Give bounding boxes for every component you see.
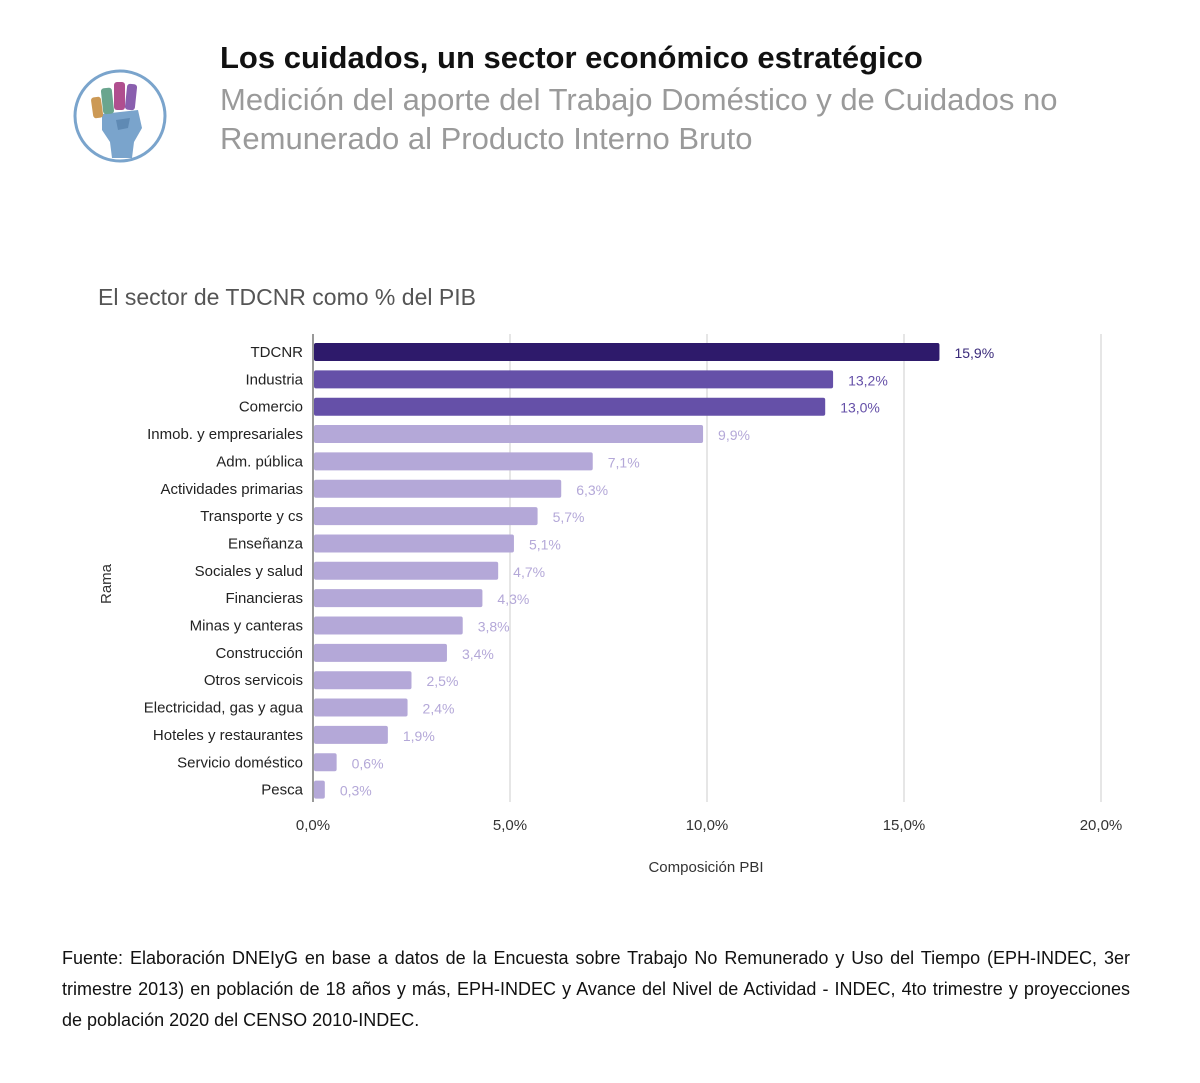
category-label: Hoteles y restaurantes [153, 727, 303, 744]
data-label: 1,9% [403, 728, 435, 744]
bar-chart: TDCNR Industria Comercio Inmob. y empresari… [98, 334, 1122, 876]
category-label: Industria [245, 371, 303, 388]
category-label: Sociales y salud [195, 563, 303, 580]
bar [314, 616, 463, 635]
x-tick-label: 15,0% [883, 817, 926, 834]
bar [314, 452, 593, 471]
category-label: Electricidad, gas y agua [144, 700, 304, 717]
data-label: 2,4% [423, 701, 455, 717]
bar [314, 589, 483, 608]
bar [314, 561, 499, 580]
y-axis-label: Rama [98, 563, 115, 604]
data-label: 15,9% [954, 345, 994, 361]
bar [314, 671, 412, 690]
data-label: 4,7% [513, 564, 545, 580]
data-label: 5,7% [553, 509, 585, 525]
chart-value-labels: 15,9% 13,2% 13,0% 9,9% 7,1%6,3% 5,7% 5,1% 4,7% 4… [340, 345, 994, 799]
bar [314, 780, 325, 799]
category-label: Pesca [261, 782, 303, 799]
x-axis-label: Composición PBI [648, 859, 763, 876]
bar [314, 479, 562, 498]
source-note: Fuente: Elaboración DNEIyG en base a dat… [62, 948, 1130, 1030]
category-label: Servicio doméstico [177, 754, 303, 771]
category-label: Actividades primarias [160, 481, 303, 498]
chart-title: El sector de TDCNR como % del PIB [98, 284, 476, 310]
bar [314, 753, 337, 772]
page-subtitle: Medición del aporte del Trabajo Doméstic… [220, 82, 1058, 156]
chart-bars [314, 343, 940, 799]
bar [314, 643, 447, 662]
data-label: 6,3% [576, 482, 608, 498]
data-label: 13,2% [848, 372, 888, 388]
data-label: 3,8% [478, 619, 510, 635]
data-label: 5,1% [529, 536, 561, 552]
data-label: 9,9% [718, 427, 750, 443]
category-label: Transporte y cs [200, 508, 303, 525]
category-label: Otros servicois [204, 672, 303, 689]
chart-category-labels: TDCNR Industria Comercio Inmob. y empresari… [144, 344, 304, 799]
bar [314, 507, 538, 526]
category-label: Enseñanza [228, 535, 304, 552]
x-tick-label: 10,0% [686, 817, 729, 834]
data-label: 7,1% [608, 454, 640, 470]
category-label: Inmob. y empresariales [147, 426, 303, 443]
category-label: TDCNR [251, 344, 304, 361]
category-label: Financieras [225, 590, 303, 607]
category-label: Construcción [215, 645, 303, 662]
bar [314, 534, 514, 553]
bar [314, 698, 408, 717]
x-tick-label: 5,0% [493, 817, 527, 834]
bar [314, 425, 704, 444]
category-label: Adm. pública [216, 453, 303, 470]
chart-x-tick-labels: 0,0% 5,0% 10,0% 15,0% 20,0% [296, 817, 1122, 834]
data-label: 0,3% [340, 783, 372, 799]
page-title: Los cuidados, un sector económico estrat… [220, 40, 923, 75]
data-label: 0,6% [352, 755, 384, 771]
data-label: 13,0% [840, 400, 880, 416]
category-label: Comercio [239, 399, 303, 416]
data-label: 3,4% [462, 646, 494, 662]
bar [314, 397, 826, 416]
data-label: 2,5% [427, 673, 459, 689]
bar [314, 370, 834, 389]
data-label: 4,3% [497, 591, 529, 607]
x-tick-label: 0,0% [296, 817, 330, 834]
raised-fist-icon [73, 69, 167, 163]
bar [314, 343, 940, 361]
bar [314, 725, 388, 744]
category-label: Minas y canteras [190, 618, 303, 635]
x-tick-label: 20,0% [1080, 817, 1123, 834]
